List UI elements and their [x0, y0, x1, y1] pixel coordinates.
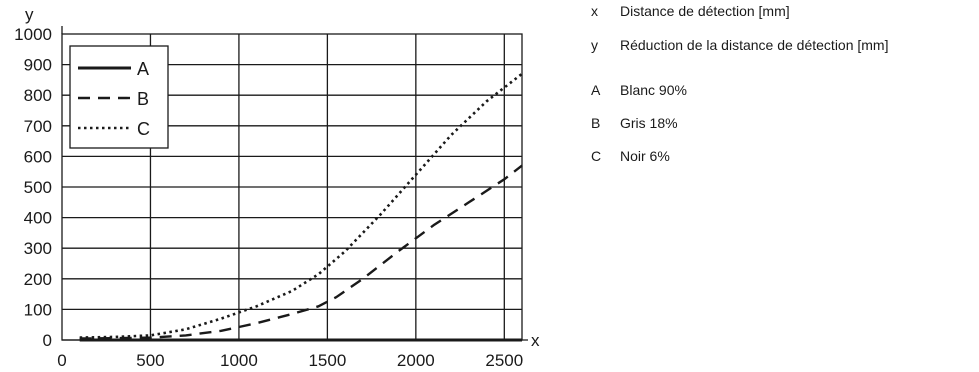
- side-legend-key: C: [591, 148, 602, 164]
- x-tick-label: 1000: [220, 351, 258, 370]
- x-tick-label: 2000: [397, 351, 435, 370]
- side-legend-key: B: [591, 115, 601, 131]
- x-tick-label: 2500: [485, 351, 523, 370]
- axes: [61, 26, 528, 341]
- tick-labels: 0 500 1000 1500 2000 2500 0 100 200 300 400 500 600 7…: [14, 25, 523, 370]
- y-tick-label: 200: [24, 270, 52, 289]
- side-legend-key: A: [591, 82, 601, 98]
- side-legend-text: Gris 18%: [620, 115, 678, 131]
- y-tick-label: 600: [24, 147, 52, 166]
- x-axis-label: x: [531, 331, 540, 350]
- y-tick-label: 700: [24, 117, 52, 136]
- series-line-b: [79, 164, 523, 340]
- series-line-c: [79, 72, 523, 339]
- y-tick-label: 900: [24, 56, 52, 75]
- side-legend-key: y: [591, 37, 598, 53]
- x-tick-label: 1500: [308, 351, 346, 370]
- y-tick-label: 0: [43, 331, 52, 350]
- y-tick-label: 300: [24, 239, 52, 258]
- legend-label-a: A: [137, 59, 149, 79]
- legend: ABC: [69, 45, 169, 149]
- legend-label-b: B: [137, 89, 149, 109]
- y-tick-label: 100: [24, 300, 52, 319]
- y-tick-label: 400: [24, 209, 52, 228]
- side-legend-text: Distance de détection [mm]: [620, 3, 790, 19]
- y-tick-label: 500: [24, 178, 52, 197]
- y-tick-label: 800: [24, 86, 52, 105]
- side-legend-text: Réduction de la distance de détection [m…: [620, 37, 889, 53]
- side-legend-text: Noir 6%: [620, 148, 670, 164]
- side-legend-text: Blanc 90%: [620, 82, 687, 98]
- y-tick-label: 1000: [14, 25, 52, 44]
- side-legend-key: x: [591, 3, 598, 19]
- legend-label-c: C: [137, 119, 150, 139]
- x-tick-label: 0: [57, 351, 66, 370]
- x-tick-label: 500: [136, 351, 164, 370]
- y-axis-label: y: [25, 5, 34, 24]
